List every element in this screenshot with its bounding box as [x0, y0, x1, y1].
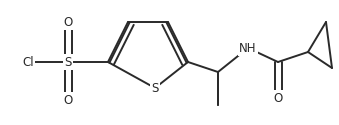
Text: S: S	[151, 82, 159, 94]
Text: NH: NH	[239, 42, 257, 54]
Text: O: O	[63, 94, 73, 106]
Text: O: O	[63, 16, 73, 28]
Text: O: O	[273, 92, 283, 104]
Text: S: S	[64, 56, 72, 68]
Text: Cl: Cl	[22, 56, 34, 68]
